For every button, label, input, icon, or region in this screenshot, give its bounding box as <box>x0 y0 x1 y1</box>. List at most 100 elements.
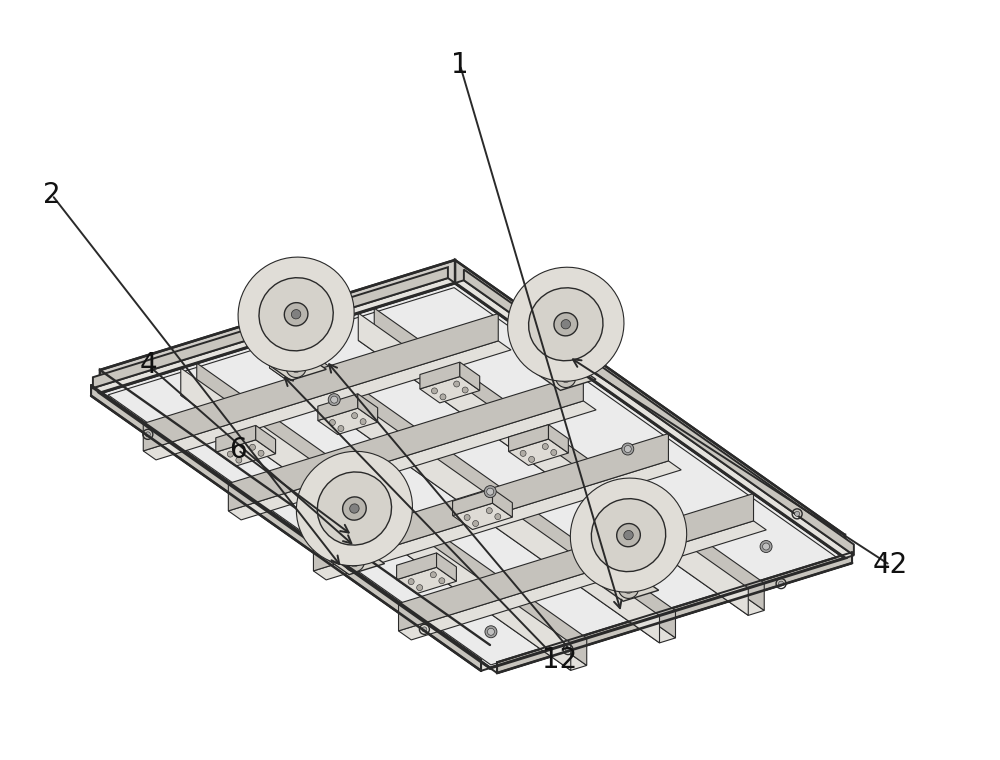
Polygon shape <box>399 521 766 640</box>
Polygon shape <box>91 385 481 671</box>
Circle shape <box>431 388 437 394</box>
Ellipse shape <box>531 290 600 359</box>
Circle shape <box>328 394 340 406</box>
Circle shape <box>331 396 338 403</box>
Circle shape <box>286 357 306 378</box>
Circle shape <box>779 581 784 586</box>
Polygon shape <box>455 280 854 558</box>
Polygon shape <box>358 394 378 422</box>
Circle shape <box>624 584 634 594</box>
Ellipse shape <box>594 501 663 569</box>
Ellipse shape <box>238 257 354 372</box>
Ellipse shape <box>317 472 392 545</box>
Polygon shape <box>100 370 490 668</box>
Polygon shape <box>318 394 358 420</box>
Polygon shape <box>181 368 571 670</box>
Polygon shape <box>509 425 548 451</box>
Circle shape <box>440 394 446 400</box>
Polygon shape <box>100 283 845 668</box>
Circle shape <box>612 515 618 521</box>
Circle shape <box>347 528 359 540</box>
Text: 2: 2 <box>43 181 61 209</box>
Circle shape <box>329 420 335 426</box>
Polygon shape <box>601 504 661 530</box>
Circle shape <box>566 647 571 652</box>
Circle shape <box>349 557 359 567</box>
Polygon shape <box>374 308 764 610</box>
Circle shape <box>624 445 631 452</box>
Ellipse shape <box>291 309 301 319</box>
Circle shape <box>417 584 423 591</box>
Polygon shape <box>304 502 364 529</box>
Polygon shape <box>228 401 596 520</box>
Circle shape <box>556 368 576 388</box>
Circle shape <box>145 432 150 437</box>
Ellipse shape <box>561 320 571 329</box>
Circle shape <box>763 543 770 550</box>
Circle shape <box>487 629 494 635</box>
Text: 42: 42 <box>872 551 908 579</box>
Ellipse shape <box>529 288 603 361</box>
Polygon shape <box>270 363 675 643</box>
Polygon shape <box>93 268 448 388</box>
Text: 1: 1 <box>451 51 469 79</box>
Circle shape <box>542 444 548 449</box>
Text: 4: 4 <box>139 351 157 379</box>
Bar <box>610 578 624 589</box>
Polygon shape <box>464 270 854 556</box>
Text: 6: 6 <box>229 436 247 464</box>
Circle shape <box>795 511 800 516</box>
Circle shape <box>338 426 344 432</box>
Circle shape <box>430 572 436 578</box>
Polygon shape <box>420 363 460 389</box>
Polygon shape <box>437 553 456 581</box>
Ellipse shape <box>554 312 578 336</box>
Polygon shape <box>548 425 568 453</box>
Ellipse shape <box>320 474 389 543</box>
Polygon shape <box>216 440 276 466</box>
Polygon shape <box>493 489 512 517</box>
Polygon shape <box>143 314 498 451</box>
Circle shape <box>344 552 364 572</box>
Polygon shape <box>420 376 480 403</box>
Polygon shape <box>497 553 852 673</box>
Circle shape <box>551 449 557 455</box>
Ellipse shape <box>350 504 359 513</box>
Circle shape <box>360 419 366 425</box>
Circle shape <box>439 578 445 584</box>
Circle shape <box>760 540 772 553</box>
Circle shape <box>324 520 330 526</box>
Ellipse shape <box>617 524 640 546</box>
Circle shape <box>347 513 353 519</box>
Circle shape <box>485 625 497 638</box>
Ellipse shape <box>570 478 687 592</box>
Circle shape <box>291 363 301 372</box>
Ellipse shape <box>508 268 624 382</box>
Polygon shape <box>318 408 378 435</box>
Polygon shape <box>397 567 456 594</box>
Polygon shape <box>285 336 675 638</box>
Circle shape <box>454 381 460 387</box>
Polygon shape <box>598 573 659 601</box>
Polygon shape <box>490 535 845 668</box>
Circle shape <box>250 445 256 450</box>
Circle shape <box>462 387 468 393</box>
Circle shape <box>473 521 479 527</box>
Circle shape <box>622 443 634 455</box>
Polygon shape <box>216 426 256 452</box>
Ellipse shape <box>296 451 412 565</box>
Polygon shape <box>397 553 437 580</box>
Polygon shape <box>100 260 455 393</box>
Circle shape <box>227 451 233 457</box>
Circle shape <box>529 457 535 462</box>
Circle shape <box>422 627 427 632</box>
Circle shape <box>487 488 494 496</box>
Circle shape <box>408 578 414 584</box>
Circle shape <box>495 514 501 520</box>
Ellipse shape <box>261 280 331 349</box>
Polygon shape <box>453 503 512 530</box>
Bar <box>547 367 562 378</box>
Ellipse shape <box>259 277 333 351</box>
Polygon shape <box>304 488 344 515</box>
Polygon shape <box>181 391 587 670</box>
